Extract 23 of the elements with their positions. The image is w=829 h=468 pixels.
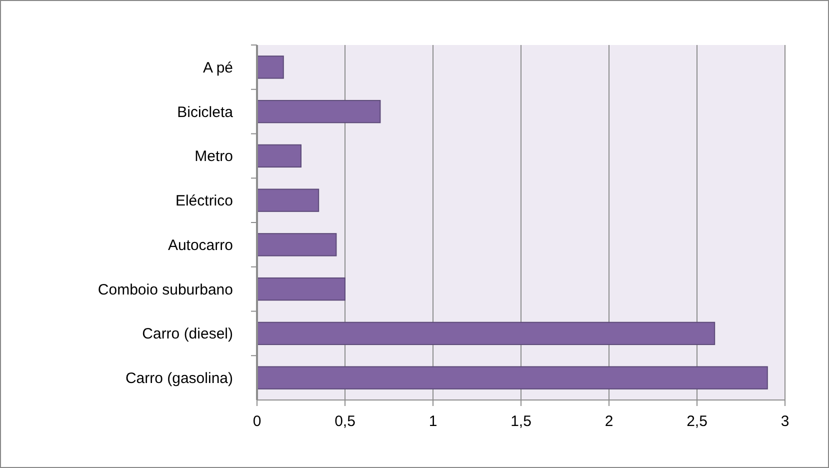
bar — [256, 144, 302, 168]
bar — [256, 277, 346, 301]
y-tick-label: Eléctrico — [175, 192, 233, 210]
bar — [256, 322, 716, 346]
x-tick-label: 1,5 — [510, 413, 532, 430]
y-tick-label: Carro (diesel) — [142, 326, 233, 343]
x-tick-label: 0,5 — [334, 413, 356, 430]
bar — [256, 366, 768, 390]
x-tick-label: 1 — [428, 413, 438, 430]
x-tick-label: 0 — [252, 413, 262, 430]
y-tick-label: Metro — [194, 148, 233, 166]
x-tick-label: 3 — [780, 413, 790, 430]
y-tick-label: Comboio suburbano — [98, 281, 233, 298]
y-tick-label: Bicicleta — [177, 104, 234, 121]
y-tick-label: Autocarro — [168, 236, 233, 254]
x-tick-label: 2 — [604, 413, 614, 430]
bar — [256, 233, 337, 256]
y-tick-label: Carro (gasolina) — [125, 370, 233, 388]
y-tick-label: A pé — [202, 59, 233, 76]
bar — [256, 56, 284, 79]
x-tick-label: 2,5 — [686, 413, 708, 430]
bar — [256, 188, 320, 212]
bar — [256, 100, 381, 124]
